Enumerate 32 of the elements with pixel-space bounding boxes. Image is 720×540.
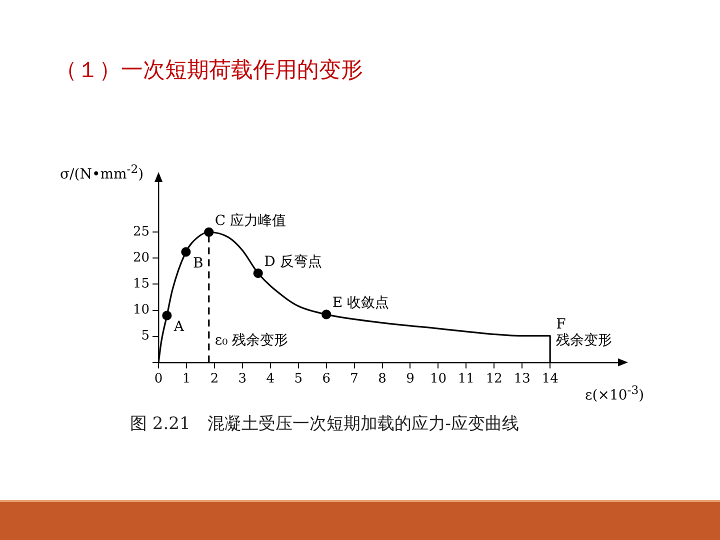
x-tick-label: 1 [182, 372, 191, 387]
x-tick-label: 7 [350, 372, 358, 387]
x-tick-label: 9 [406, 372, 414, 387]
x-tick-label: 2 [210, 372, 219, 387]
annotation: ε₀ 残余变形 [214, 332, 288, 349]
y-tick-label: 20 [132, 250, 150, 266]
annotation: C 应力峰值 [214, 212, 286, 229]
chart-title: （１）一次短期荷载作用的变形 [55, 57, 363, 85]
x-axis-title: ε(×10$^{-3}$) [585, 383, 644, 404]
y-tick-label: 10 [132, 302, 150, 318]
caption: 图 2.21 混凝土受压一次短期加载的应力-应变曲线 [130, 413, 519, 435]
x-tick-label: 5 [294, 372, 303, 387]
annotation: B [192, 256, 204, 272]
y-tick-label: 5 [141, 328, 150, 344]
annotation: A [172, 319, 185, 336]
annotation: F [556, 316, 566, 332]
x-tick-label: 3 [238, 372, 247, 387]
x-tick-label: 14 [542, 372, 558, 387]
x-tick-label: 11 [458, 372, 474, 387]
y-tick-label: 25 [132, 224, 150, 240]
annotation: D 反弯点 [264, 254, 322, 270]
x-tick-label: 4 [266, 372, 275, 387]
y-tick-label: 15 [132, 276, 150, 292]
x-tick-label: 12 [486, 372, 502, 387]
annotation: E 收敛点 [332, 295, 390, 312]
x-tick-label: 6 [322, 372, 330, 387]
x-tick-label: 8 [378, 372, 386, 387]
annotation: 残余变形 [556, 332, 612, 349]
x-tick-label: 0 [154, 372, 163, 387]
x-tick-label: 10 [430, 372, 446, 387]
x-tick-label: 13 [514, 372, 530, 387]
y-axis-title: σ/(N•mm$^{-2}$) [60, 162, 144, 183]
